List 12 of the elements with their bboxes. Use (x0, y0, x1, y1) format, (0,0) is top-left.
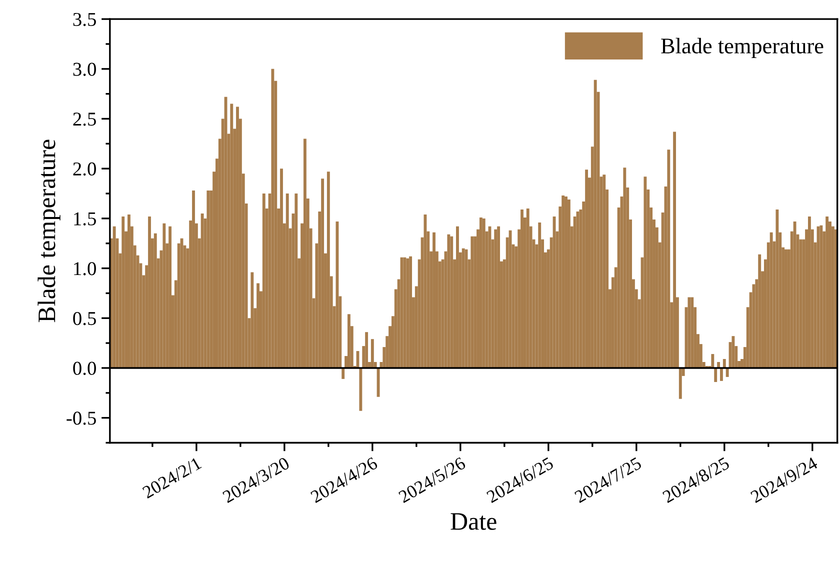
y-tick-label: 3.0 (73, 62, 96, 76)
y-tick-label: -0.5 (66, 412, 96, 425)
x-axis-title: Date (450, 513, 496, 530)
y-tick-label: 1.5 (74, 212, 96, 226)
y-tick-label: 2.0 (73, 162, 96, 176)
y-tick-label: 3.5 (73, 12, 96, 26)
y-tick-label: 0.5 (73, 312, 96, 326)
y-tick-label: 0.0 (73, 362, 96, 376)
y-axis-title: Blade temperature (38, 140, 60, 322)
y-tick-label: 2.5 (73, 112, 96, 126)
legend-label: Blade temperature (661, 38, 824, 58)
y-tick-label: 1.0 (74, 262, 96, 276)
